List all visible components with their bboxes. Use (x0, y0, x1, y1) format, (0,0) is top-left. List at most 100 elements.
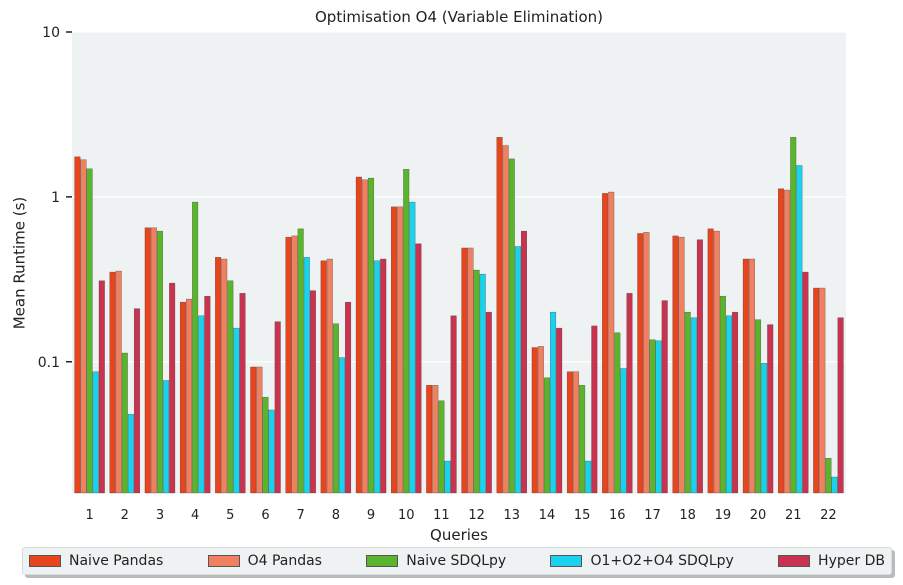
bar-q18-naive-pandas (672, 235, 679, 494)
bar-q4-o4-pandas (186, 298, 193, 494)
bar-q12-naive-pandas (461, 247, 468, 494)
bar-q18-o1-o2-o4-sdqlpy (690, 317, 697, 494)
y-tick-label: 10 (42, 25, 60, 41)
bar-q11-naive-pandas (426, 385, 433, 494)
bar-q6-hyper-db (274, 321, 281, 494)
bar-q14-naive-sdqlpy (543, 377, 550, 494)
bar-q16-hyper-db (626, 293, 633, 494)
legend-swatch (778, 555, 811, 567)
x-tick-label: 21 (785, 508, 802, 523)
x-tick-label: 15 (574, 508, 591, 523)
bar-q1-naive-sdqlpy (86, 168, 93, 494)
bar-q18-naive-sdqlpy (684, 311, 691, 494)
bar-q10-naive-pandas (391, 206, 398, 494)
bar-q5-o4-pandas (221, 258, 228, 494)
bar-q1-o1-o2-o4-sdqlpy (92, 371, 99, 494)
bar-q3-naive-sdqlpy (156, 230, 163, 494)
bar-q2-o4-pandas (115, 270, 122, 494)
bar-q5-o1-o2-o4-sdqlpy (233, 327, 240, 494)
bar-q13-naive-pandas (496, 137, 503, 494)
bar-q22-naive-sdqlpy (825, 458, 832, 494)
legend: Naive Pandas O4 Pandas Naive SDQLpy O1+O2+O… (22, 547, 892, 575)
bar-q4-hyper-db (204, 295, 211, 494)
x-tick-label: 7 (297, 508, 305, 523)
x-tick-label: 13 (503, 508, 520, 523)
legend-swatch (366, 555, 399, 567)
x-tick-label: 5 (226, 508, 234, 523)
x-tick-label: 6 (261, 508, 269, 523)
bar-q13-o4-pandas (502, 145, 509, 494)
y-axis: 0.1 1 10 (38, 25, 72, 371)
bar-q22-o1-o2-o4-sdqlpy (831, 476, 838, 494)
bar-q20-naive-pandas (742, 258, 749, 494)
bar-q13-hyper-db (520, 230, 527, 494)
bar-q6-naive-sdqlpy (262, 396, 269, 494)
bar-q11-naive-sdqlpy (438, 400, 445, 494)
bar-q22-o4-pandas (819, 287, 826, 494)
bar-q14-o4-pandas (537, 346, 544, 494)
bar-q6-o1-o2-o4-sdqlpy (268, 409, 275, 494)
bar-q2-naive-pandas (109, 271, 116, 494)
bar-q9-hyper-db (380, 258, 387, 494)
x-tick-label: 16 (609, 508, 626, 523)
bar-q4-naive-pandas (179, 301, 186, 494)
bar-q7-o1-o2-o4-sdqlpy (303, 257, 310, 494)
bar-q8-naive-pandas (320, 260, 327, 494)
bar-q10-o1-o2-o4-sdqlpy (409, 201, 416, 494)
bar-q9-o1-o2-o4-sdqlpy (374, 260, 381, 494)
bar-q14-hyper-db (556, 327, 563, 494)
x-tick-label: 3 (156, 508, 164, 523)
bar-q19-o4-pandas (713, 230, 720, 494)
bar-q20-naive-sdqlpy (755, 319, 762, 494)
bar-q10-naive-sdqlpy (403, 169, 410, 494)
bar-q3-o4-pandas (150, 227, 157, 494)
x-tick-label: 14 (539, 508, 556, 523)
legend-swatch (550, 555, 583, 567)
bar-q3-hyper-db (169, 282, 176, 494)
bar-q5-naive-sdqlpy (227, 280, 234, 494)
bar-q16-naive-sdqlpy (614, 332, 621, 494)
bar-q2-o1-o2-o4-sdqlpy (127, 414, 134, 494)
bar-q18-o4-pandas (678, 236, 685, 494)
bar-q7-hyper-db (309, 290, 316, 494)
bar-q10-hyper-db (415, 243, 422, 494)
bar-q19-o1-o2-o4-sdqlpy (725, 315, 732, 494)
bar-q8-o1-o2-o4-sdqlpy (338, 357, 345, 494)
bar-q15-hyper-db (591, 325, 598, 494)
x-tick-label: 17 (644, 508, 661, 523)
bar-q16-o1-o2-o4-sdqlpy (620, 368, 627, 494)
legend-swatch (29, 555, 61, 567)
x-tick-label: 4 (191, 508, 199, 523)
legend-item: O1+O2+O4 SDQLpy (550, 553, 734, 569)
bar-q12-o4-pandas (467, 247, 474, 494)
bar-q2-hyper-db (133, 308, 140, 494)
bar-q19-hyper-db (732, 311, 739, 494)
legend-item: Naive SDQLpy (366, 553, 506, 569)
legend-label: Hyper DB (818, 553, 885, 569)
x-tick-label: 9 (367, 508, 375, 523)
bar-q8-o4-pandas (326, 258, 333, 494)
bar-q7-naive-pandas (285, 236, 292, 494)
bar-q20-hyper-db (767, 324, 774, 494)
bar-q6-o4-pandas (256, 366, 263, 494)
bar-q3-naive-pandas (144, 227, 151, 494)
x-tick-label: 10 (398, 508, 415, 523)
legend-label: Naive Pandas (69, 553, 164, 569)
bar-q16-o4-pandas (608, 191, 615, 494)
y-axis-label: Mean Runtime (s) (9, 196, 28, 329)
x-tick-label: 11 (433, 508, 450, 523)
x-tick-label: 8 (332, 508, 340, 523)
legend-label: O1+O2+O4 SDQLpy (590, 553, 734, 569)
bar-q19-naive-sdqlpy (719, 295, 726, 494)
bar-q4-naive-sdqlpy (192, 201, 199, 494)
bar-q7-naive-sdqlpy (297, 228, 304, 494)
x-tick-label: 18 (679, 508, 696, 523)
legend-label: O4 Pandas (247, 553, 322, 569)
bar-q6-naive-pandas (250, 366, 257, 494)
bar-q8-naive-sdqlpy (332, 323, 339, 494)
bar-q2-naive-sdqlpy (121, 352, 128, 494)
bar-q5-naive-pandas (215, 257, 222, 494)
bar-q4-o1-o2-o4-sdqlpy (198, 315, 205, 494)
x-axis-label: Queries (430, 526, 488, 544)
